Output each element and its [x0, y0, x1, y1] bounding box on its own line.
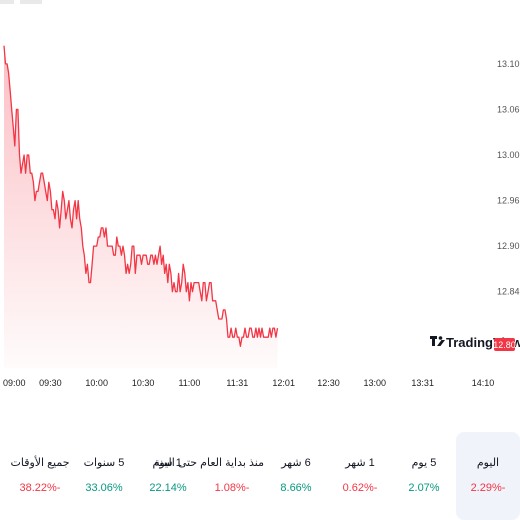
period-change-value: 8.66% — [280, 482, 312, 494]
x-tick-label: 12:01 — [272, 378, 295, 388]
y-tick-label: 12.84 — [497, 287, 520, 297]
x-tick-label: 13:31 — [411, 378, 434, 388]
last-price-tag-bg — [494, 338, 515, 351]
period-label: 5 يوم — [411, 457, 437, 469]
period-tab[interactable]: اليوم 2.29%- — [456, 432, 520, 520]
period-change-value: 1.08%- — [214, 482, 250, 494]
period-change-value: 0.62%- — [342, 482, 378, 494]
period-label: 5 سنوات — [83, 457, 125, 469]
price-area — [4, 45, 278, 368]
period-tab[interactable]: 5 يوم 2.07% — [392, 432, 456, 520]
period-change-value: 33.06% — [85, 482, 123, 494]
x-tick-label: 13:00 — [364, 378, 387, 388]
last-price-label: 12.80 — [493, 340, 516, 350]
period-tab[interactable]: منذ بداية العام حتى اليوم 1.08%- — [152, 432, 264, 520]
x-tick-label: 11:00 — [178, 378, 200, 388]
x-tick-label: 12:30 — [317, 378, 340, 388]
price-line — [3, 45, 279, 347]
period-tab[interactable]: جميع الأوقات 38.22%- — [8, 432, 72, 520]
period-change-value: 22.14% — [149, 482, 187, 494]
period-change-value: 38.22%- — [19, 482, 61, 494]
x-tick-label: 14:10 — [472, 378, 495, 388]
x-tick-label: 09:00 — [3, 378, 26, 388]
period-tab[interactable]: 1 سنة 22.14% — [136, 432, 200, 520]
price-line-path — [3, 45, 279, 347]
y-tick-label: 13.10 — [497, 59, 520, 69]
period-tab[interactable]: 6 شهر 8.66% — [264, 432, 328, 520]
x-axis: 09:00 09:30 10:00 10:30 11:00 11:31 12:01 12:30… — [3, 378, 494, 388]
price-area-fill — [4, 45, 278, 368]
period-label: منذ بداية العام حتى اليوم — [152, 457, 264, 469]
y-axis: 13.10 13.06 13.00 12.96 12.90 12.84 — [497, 59, 520, 297]
x-tick-label: 09:30 — [39, 378, 62, 388]
period-label: اليوم — [476, 457, 500, 469]
tradingview-logo-icon — [430, 336, 445, 346]
x-tick-label: 10:30 — [132, 378, 155, 388]
last-price-tag: 12.80 — [493, 338, 516, 351]
period-change-value: 2.07% — [408, 482, 440, 494]
top-toolbar-strip — [0, 0, 520, 4]
x-tick-label: 11:31 — [226, 378, 248, 388]
performance-periods: اليوم 2.29%- 5 يوم 2.07% 1 شهر 0.62%- 6 شهر 8.6… — [8, 432, 520, 520]
y-tick-label: 13.00 — [497, 150, 520, 160]
period-tab[interactable]: 1 شهر 0.62%- — [328, 432, 392, 520]
y-tick-label: 12.90 — [497, 241, 520, 251]
period-label: جميع الأوقات — [10, 457, 70, 469]
period-tab[interactable]: 5 سنوات 33.06% — [72, 432, 136, 520]
period-label: 1 سنة — [154, 457, 182, 469]
y-tick-label: 12.96 — [497, 196, 520, 206]
period-label: 6 شهر — [281, 457, 311, 469]
period-label: 1 شهر — [345, 457, 375, 469]
period-change-value: 2.29%- — [470, 482, 506, 494]
x-tick-label: 10:00 — [85, 378, 108, 388]
y-tick-label: 13.06 — [497, 104, 520, 114]
price-chart: 13.10 13.06 13.00 12.96 12.90 12.84 09:00 09:3… — [3, 45, 520, 388]
